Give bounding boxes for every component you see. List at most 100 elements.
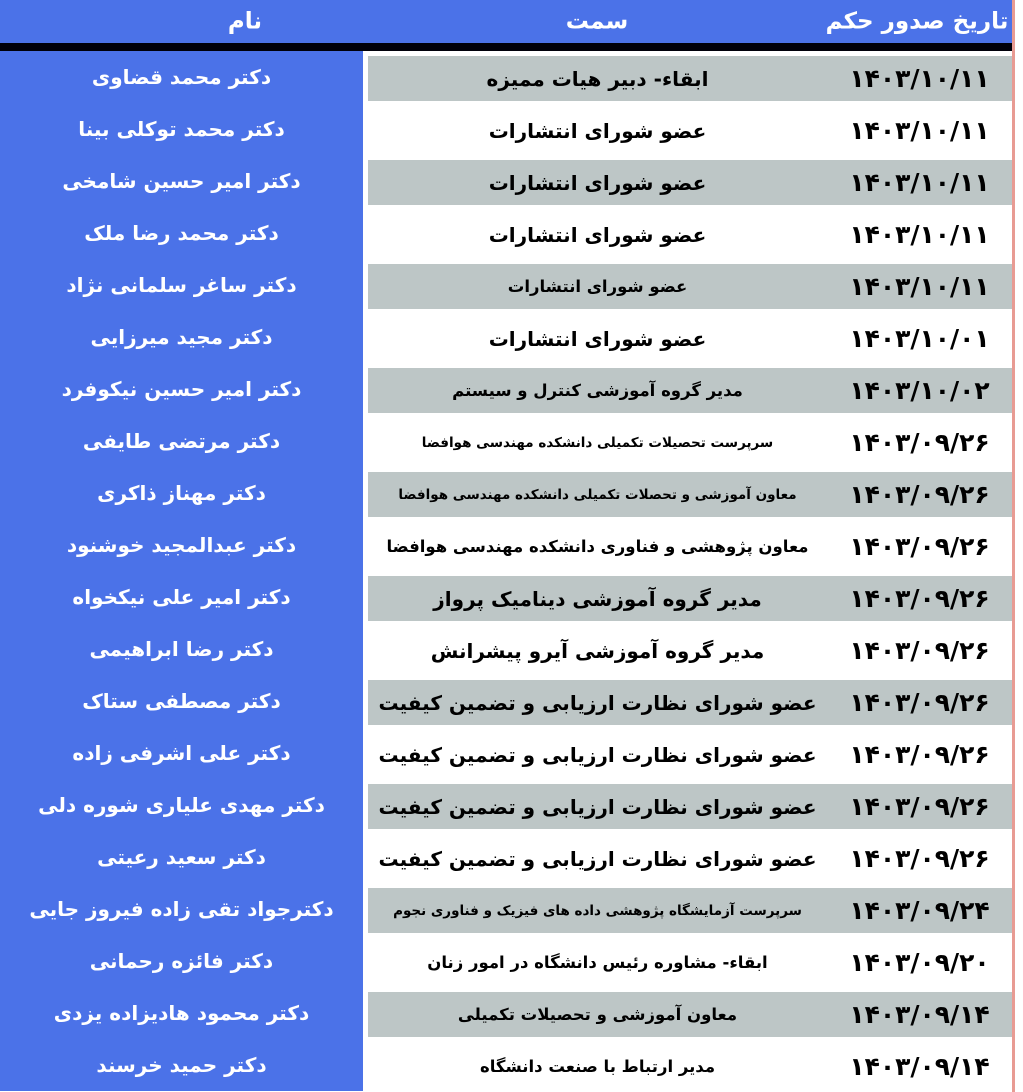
position-text: معاون آموزشی و تحصیلات تکمیلی <box>457 1005 738 1024</box>
row-stripe-wrap: عضو شورای انتشارات ۱۴۰۳/۱۰/۰۱ <box>368 311 1012 363</box>
position-text: مدیر گروه آموزشی دینامیک پرواز <box>433 586 762 611</box>
row-stripe: مدیر گروه آموزشی آیرو پیشرانش ۱۴۰۳/۰۹/۲۶ <box>368 628 1012 673</box>
row-stripe: عضو شورای انتشارات ۱۴۰۳/۱۰/۱۱ <box>368 160 1012 205</box>
table-row: دکتر محمد رضا ملک عضو شورای انتشارات ۱۴۰… <box>0 207 1012 259</box>
position-text: مدیر گروه آموزشی کنترل و سیستم <box>452 381 743 400</box>
column-gap <box>363 571 368 623</box>
name-cell: دکتر مرتضی طایفی <box>0 415 363 467</box>
column-gap <box>363 259 368 311</box>
position-text: معاون پژوهشی و فناوری دانشکده مهندسی هوا… <box>386 537 809 556</box>
position-cell: سرپرست آزمایشگاه پژوهشی داده های فیزیک و… <box>368 888 827 933</box>
decree-date: ۱۴۰۳/۰۹/۲۶ <box>849 584 990 613</box>
row-stripe-wrap: سرپرست تحصیلات تکمیلی دانشکده مهندسی هوا… <box>368 415 1012 467</box>
position-text: مدیر گروه آموزشی آیرو پیشرانش <box>430 638 765 663</box>
decree-date: ۱۴۰۳/۱۰/۰۲ <box>849 376 990 405</box>
position-cell: مدیر گروه آموزشی آیرو پیشرانش <box>368 628 827 673</box>
name-cell: دکتر محمد رضا ملک <box>0 207 363 259</box>
position-text: ابقاء- دبیر هیات ممیزه <box>486 66 709 91</box>
row-stripe-wrap: عضو شورای نظارت ارزیابی و تضمین کیفیت ۱۴… <box>368 831 1012 883</box>
decree-date: ۱۴۰۳/۱۰/۱۱ <box>849 168 990 197</box>
row-stripe-wrap: سرپرست آزمایشگاه پژوهشی داده های فیزیک و… <box>368 883 1012 935</box>
row-stripe-wrap: مدیر گروه آموزشی کنترل و سیستم ۱۴۰۳/۱۰/۰… <box>368 363 1012 415</box>
row-stripe: مدیر ارتباط با صنعت دانشگاه ۱۴۰۳/۰۹/۱۴ <box>368 1044 1012 1089</box>
position-cell: عضو شورای نظارت ارزیابی و تضمین کیفیت <box>368 732 827 777</box>
person-name: دکتر محمد توکلی بینا <box>78 117 285 141</box>
column-gap <box>363 675 368 727</box>
position-cell: عضو شورای انتشارات <box>368 108 827 153</box>
decree-date: ۱۴۰۳/۰۹/۲۶ <box>849 532 990 561</box>
name-cell: دکتر امیر حسین نیکوفرد <box>0 363 363 415</box>
name-cell: دکتر عبدالمجید خوشنود <box>0 519 363 571</box>
position-cell: عضو شورای انتشارات <box>368 160 827 205</box>
row-stripe: عضو شورای انتشارات ۱۴۰۳/۱۰/۰۱ <box>368 316 1012 361</box>
table-row: دکتر امیر حسین شامخی عضو شورای انتشارات … <box>0 155 1012 207</box>
name-cell: دکتر محمد قضاوی <box>0 51 363 103</box>
column-gap <box>363 727 368 779</box>
decree-date: ۱۴۰۳/۱۰/۱۱ <box>849 220 990 249</box>
position-cell: عضو شورای انتشارات <box>368 212 827 257</box>
table-row: دکتر فائزه رحمانی ابقاء- مشاوره رئیس دان… <box>0 935 1012 987</box>
table-row: دکتر محمد توکلی بینا عضو شورای انتشارات … <box>0 103 1012 155</box>
position-text: عضو شورای انتشارات <box>488 170 707 195</box>
position-cell: مدیر ارتباط با صنعت دانشگاه <box>368 1044 827 1089</box>
decree-date: ۱۴۰۳/۰۹/۲۶ <box>849 844 990 873</box>
position-cell: معاون آموزشی و تحصلات تکمیلی دانشکده مهن… <box>368 472 827 517</box>
table-row: دکتر عبدالمجید خوشنود معاون پژوهشی و فنا… <box>0 519 1012 571</box>
table-row: دکتر سعید رعیتی عضو شورای نظارت ارزیابی … <box>0 831 1012 883</box>
person-name: دکتر امیر حسین شامخی <box>62 169 301 193</box>
table-row: دکترجواد تقی زاده فیروز جایی سرپرست آزما… <box>0 883 1012 935</box>
row-stripe-wrap: معاون آموزشی و تحصلات تکمیلی دانشکده مهن… <box>368 467 1012 519</box>
position-text: عضو شورای نظارت ارزیابی و تضمین کیفیت <box>378 690 817 715</box>
column-gap <box>363 883 368 935</box>
column-gap <box>363 1039 368 1091</box>
person-name: دکتر ساغر سلمانی نژاد <box>66 273 297 297</box>
person-name: دکتر محمد قضاوی <box>91 65 272 89</box>
column-gap <box>363 467 368 519</box>
row-stripe-wrap: ابقاء- مشاوره رئیس دانشگاه در امور زنان … <box>368 935 1012 987</box>
decree-date: ۱۴۰۳/۰۹/۲۶ <box>849 688 990 717</box>
name-cell: دکتر سعید رعیتی <box>0 831 363 883</box>
row-stripe-wrap: معاون پژوهشی و فناوری دانشکده مهندسی هوا… <box>368 519 1012 571</box>
column-gap <box>363 623 368 675</box>
decree-date: ۱۴۰۳/۰۹/۲۶ <box>849 428 990 457</box>
row-stripe: مدیر گروه آموزشی کنترل و سیستم ۱۴۰۳/۱۰/۰… <box>368 368 1012 413</box>
position-text: معاون آموزشی و تحصلات تکمیلی دانشکده مهن… <box>398 486 797 503</box>
position-cell: ابقاء- دبیر هیات ممیزه <box>368 56 827 101</box>
position-text: عضو شورای نظارت ارزیابی و تضمین کیفیت <box>378 742 817 767</box>
position-text: سرپرست آزمایشگاه پژوهشی داده های فیزیک و… <box>393 902 802 919</box>
decree-date: ۱۴۰۳/۱۰/۱۱ <box>849 116 990 145</box>
column-gap <box>363 311 368 363</box>
decree-date: ۱۴۰۳/۱۰/۱۱ <box>849 272 990 301</box>
table-row: دکتر محمود هادیزاده یزدی معاون آموزشی و … <box>0 987 1012 1039</box>
position-cell: معاون آموزشی و تحصیلات تکمیلی <box>368 992 827 1037</box>
table-row: دکتر امیر علی نیکخواه مدیر گروه آموزشی د… <box>0 571 1012 623</box>
column-gap <box>363 935 368 987</box>
row-stripe: سرپرست تحصیلات تکمیلی دانشکده مهندسی هوا… <box>368 420 1012 465</box>
name-cell: دکتر محمد توکلی بینا <box>0 103 363 155</box>
table-row: دکتر امیر حسین نیکوفرد مدیر گروه آموزشی … <box>0 363 1012 415</box>
row-stripe: عضو شورای انتشارات ۱۴۰۳/۱۰/۱۱ <box>368 264 1012 309</box>
name-cell: دکتر مهدی علیاری شوره دلی <box>0 779 363 831</box>
column-gap <box>363 415 368 467</box>
position-cell: عضو شورای انتشارات <box>368 316 827 361</box>
person-name: دکتر فائزه رحمانی <box>89 949 274 973</box>
row-stripe-wrap: عضو شورای انتشارات ۱۴۰۳/۱۰/۱۱ <box>368 103 1012 155</box>
name-cell: دکترجواد تقی زاده فیروز جایی <box>0 883 363 935</box>
person-name: دکتر علی اشرفی زاده <box>72 741 291 765</box>
person-name: دکتر مهناز ذاکری <box>97 481 266 505</box>
row-stripe-wrap: مدیر گروه آموزشی آیرو پیشرانش ۱۴۰۳/۰۹/۲۶ <box>368 623 1012 675</box>
person-name: دکتر مجید میرزایی <box>90 325 273 349</box>
table-row: دکتر مهدی علیاری شوره دلی عضو شورای نظار… <box>0 779 1012 831</box>
position-cell: سرپرست تحصیلات تکمیلی دانشکده مهندسی هوا… <box>368 420 827 465</box>
decree-date: ۱۴۰۳/۰۹/۲۶ <box>849 480 990 509</box>
row-stripe: عضو شورای انتشارات ۱۴۰۳/۱۰/۱۱ <box>368 212 1012 257</box>
row-stripe-wrap: عضو شورای انتشارات ۱۴۰۳/۱۰/۱۱ <box>368 207 1012 259</box>
header-position: سمت <box>565 7 629 34</box>
name-cell: دکتر امیر حسین شامخی <box>0 155 363 207</box>
name-cell: دکتر رضا ابراهیمی <box>0 623 363 675</box>
row-stripe: عضو شورای نظارت ارزیابی و تضمین کیفیت ۱۴… <box>368 680 1012 725</box>
decree-date: ۱۴۰۳/۰۹/۲۶ <box>849 636 990 665</box>
table-row: دکتر علی اشرفی زاده عضو شورای نظارت ارزی… <box>0 727 1012 779</box>
table-row: دکتر رضا ابراهیمی مدیر گروه آموزشی آیرو … <box>0 623 1012 675</box>
row-stripe-wrap: عضو شورای نظارت ارزیابی و تضمین کیفیت ۱۴… <box>368 779 1012 831</box>
